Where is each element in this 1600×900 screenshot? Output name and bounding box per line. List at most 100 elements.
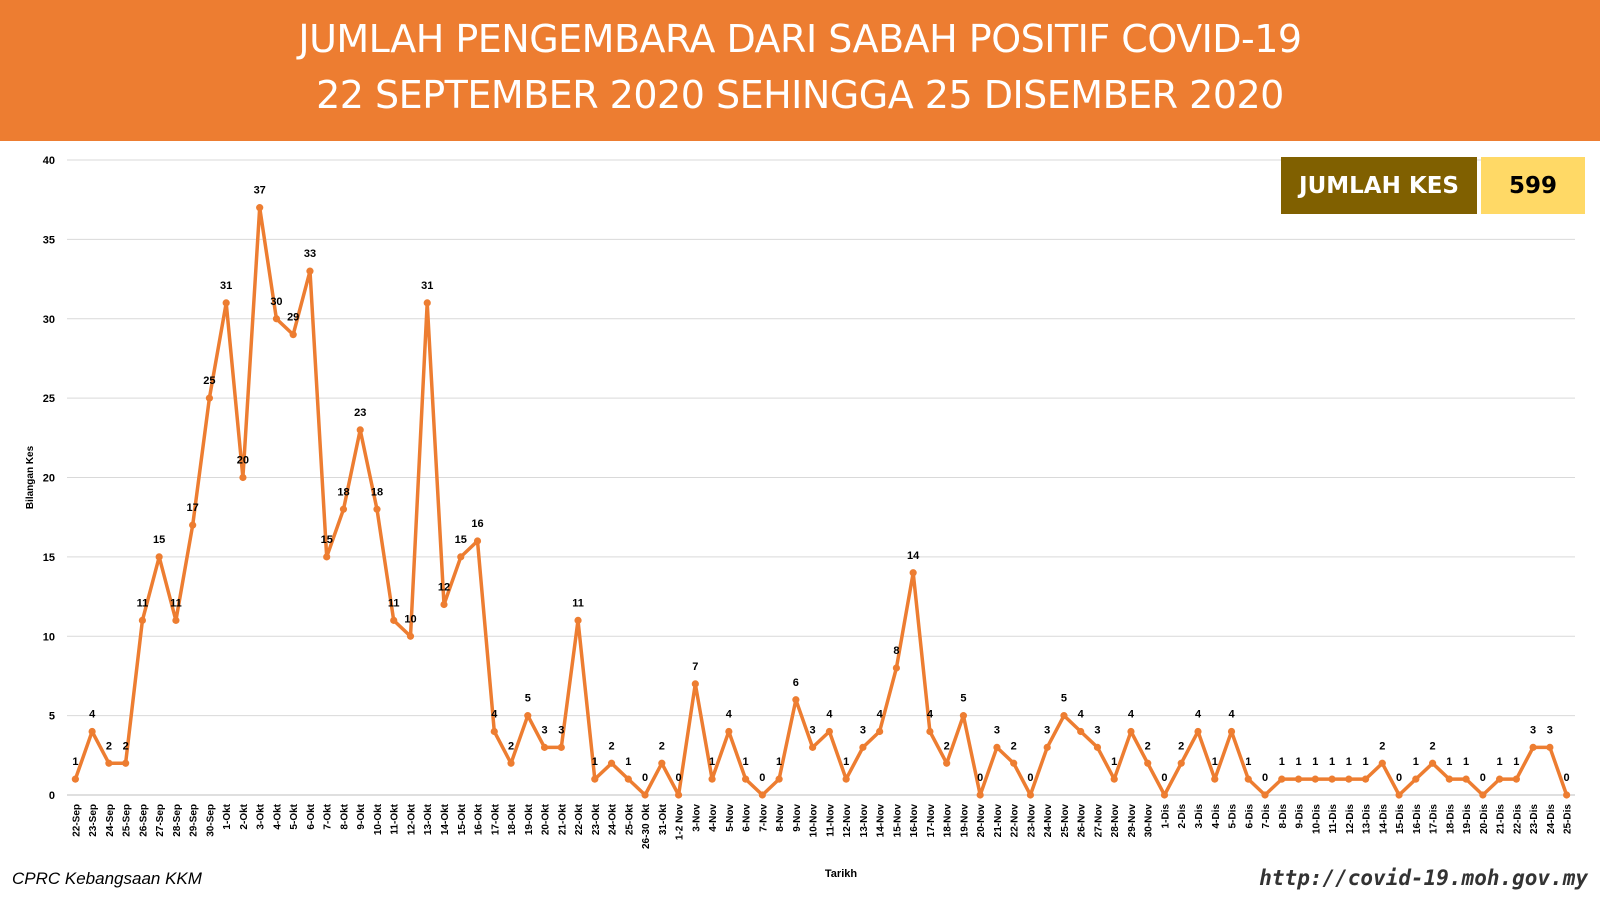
- x-tick-label: 10-Nov: [809, 804, 820, 838]
- x-tick-label: 26-30 Okt: [641, 803, 652, 849]
- data-point: [809, 743, 817, 751]
- data-label: 1: [1111, 756, 1117, 768]
- data-label: 17: [187, 502, 199, 514]
- data-point: [742, 775, 750, 783]
- data-label: 4: [1195, 709, 1202, 721]
- data-label: 1: [1212, 756, 1218, 768]
- data-point: [1194, 727, 1202, 736]
- x-axis-label: Tarikh: [825, 868, 857, 880]
- x-tick-label: 25-Okt: [624, 803, 635, 835]
- x-tick-label: 23-Sep: [88, 804, 99, 837]
- y-tick-label: 0: [49, 790, 55, 802]
- data-label: 15: [455, 534, 467, 546]
- data-label: 23: [354, 407, 366, 419]
- x-tick-label: 22-Okt: [574, 803, 585, 835]
- data-point: [708, 775, 716, 783]
- data-point: [1479, 791, 1487, 799]
- data-label: 1: [1497, 756, 1503, 768]
- source-credit: CPRC Kebangsaan KKM: [12, 869, 202, 888]
- data-point: [490, 727, 498, 736]
- data-point: [457, 553, 465, 561]
- x-tick-label: 11-Nov: [825, 804, 836, 837]
- x-tick-label: 20-Nov: [976, 804, 987, 838]
- x-tick-label: 19-Dis: [1462, 804, 1473, 834]
- x-tick-label: 31-Okt: [658, 803, 669, 835]
- data-label: 1: [743, 756, 749, 768]
- data-label: 0: [1396, 772, 1402, 784]
- x-tick-label: 21-Dis: [1496, 804, 1507, 834]
- data-label: 0: [1480, 772, 1486, 784]
- x-tick-label: 28-Sep: [172, 804, 183, 837]
- data-label: 37: [254, 185, 266, 197]
- data-point: [1244, 775, 1252, 783]
- x-tick-label: 17-Nov: [926, 804, 937, 838]
- data-label: 2: [1178, 740, 1184, 752]
- x-tick-label: 27-Sep: [155, 804, 166, 837]
- x-tick-label: 18-Dis: [1445, 804, 1456, 834]
- data-label: 1: [843, 756, 849, 768]
- data-point: [339, 505, 348, 513]
- data-label: 8: [893, 645, 899, 657]
- data-label: 0: [1027, 772, 1033, 784]
- x-tick-label: 9-Okt: [356, 803, 367, 829]
- data-point: [540, 743, 549, 751]
- data-label: 3: [558, 724, 564, 736]
- data-point: [876, 727, 884, 736]
- data-label: 7: [692, 661, 698, 673]
- x-tick-label: 23-Okt: [591, 803, 602, 835]
- x-tick-label: 26-Nov: [1077, 804, 1088, 838]
- data-point: [1529, 743, 1537, 751]
- x-tick-label: 7-Nov: [758, 804, 769, 832]
- x-tick-label: 26-Sep: [138, 804, 149, 837]
- y-tick-label: 10: [43, 631, 55, 643]
- data-point: [926, 727, 934, 736]
- data-label: 1: [776, 756, 782, 768]
- x-tick-label: 21-Okt: [557, 803, 568, 835]
- data-label: 1: [709, 756, 715, 768]
- data-point: [909, 569, 917, 577]
- y-tick-label: 20: [43, 473, 55, 485]
- x-tick-label: 1-2 Nov: [675, 804, 686, 841]
- data-point: [607, 759, 616, 767]
- data-label: 0: [676, 772, 682, 784]
- x-tick-label: 29-Sep: [189, 804, 200, 837]
- data-label: 4: [491, 709, 498, 721]
- data-point: [1563, 791, 1571, 799]
- x-tick-label: 29-Nov: [1127, 804, 1138, 838]
- data-label: 1: [1446, 756, 1452, 768]
- data-label: 25: [203, 375, 215, 387]
- data-point: [1093, 743, 1102, 751]
- data-point: [524, 712, 532, 720]
- x-tick-label: 17-Okt: [490, 803, 501, 835]
- x-tick-label: 18-Okt: [507, 803, 518, 835]
- x-tick-label: 6-Okt: [306, 803, 317, 829]
- x-tick-label: 18-Nov: [943, 804, 954, 838]
- data-label: 18: [371, 486, 383, 498]
- data-label: 0: [977, 772, 983, 784]
- x-tick-label: 19-Okt: [524, 803, 535, 835]
- data-point: [356, 426, 364, 434]
- data-point: [758, 791, 766, 799]
- data-label: 3: [1094, 724, 1100, 736]
- data-label: 1: [1346, 756, 1352, 768]
- x-tick-label: 8-Nov: [775, 804, 786, 832]
- x-tick-label: 28-Nov: [1110, 804, 1121, 838]
- data-point: [1227, 727, 1236, 736]
- data-label: 3: [994, 724, 1000, 736]
- x-tick-label: 10-Dis: [1311, 804, 1322, 834]
- data-point: [122, 759, 130, 767]
- data-label: 1: [1279, 756, 1285, 768]
- x-tick-label: 5-Okt: [289, 803, 300, 829]
- data-point: [1026, 791, 1035, 799]
- x-tick-label: 16-Dis: [1412, 804, 1423, 834]
- x-tick-label: 22-Sep: [71, 804, 82, 837]
- series-line: [73, 205, 1569, 797]
- x-tick-label: 20-Dis: [1479, 804, 1490, 834]
- x-tick-label: 2-Dis: [1177, 804, 1188, 829]
- x-tick-label: 4-Nov: [708, 804, 719, 832]
- x-tick-label: 23-Dis: [1529, 804, 1540, 834]
- data-label: 0: [1564, 772, 1570, 784]
- x-tick-label: 11-Okt: [390, 803, 401, 834]
- x-tick-label: 7-Okt: [323, 803, 334, 829]
- data-point: [1144, 759, 1152, 767]
